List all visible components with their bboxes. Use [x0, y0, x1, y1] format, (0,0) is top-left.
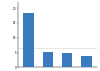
Bar: [23, 12, 34, 67]
Bar: [62, 53, 72, 67]
Bar: [81, 56, 92, 67]
Bar: [43, 52, 53, 67]
